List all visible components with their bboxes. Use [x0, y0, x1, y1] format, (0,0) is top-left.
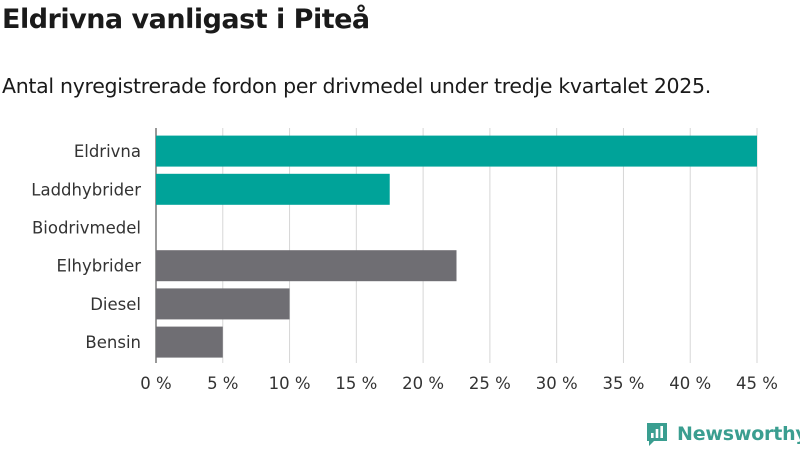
category-label: Bensin — [85, 333, 141, 352]
x-tick-label: 25 % — [469, 374, 511, 393]
x-axis-tick-labels: 0 % 5 % 10 % 15 % 20 % 25 % 30 % 35 % 40 % 45 % — [140, 374, 778, 393]
bar — [156, 250, 457, 282]
x-tick-label: 30 % — [536, 374, 578, 393]
x-tick-label: 10 % — [269, 374, 311, 393]
x-tick-label: 45 % — [736, 374, 778, 393]
bar — [156, 173, 390, 205]
bar — [156, 288, 290, 320]
logo-text: Newsworthy — [677, 423, 800, 445]
category-label: Elhybrider — [57, 257, 142, 276]
gridlines — [155, 128, 758, 363]
x-tick-label: 15 % — [335, 374, 377, 393]
category-label: Biodrivmedel — [32, 219, 141, 238]
x-tick-label: 40 % — [669, 374, 711, 393]
category-labels: Eldrivna Laddhybrider Biodrivmedel Elhybrid… — [31, 142, 141, 352]
chart-subtitle: Antal nyregistrerade fordon per drivmede… — [2, 74, 712, 98]
bar — [156, 326, 223, 358]
newsworthy-logo-icon — [647, 423, 667, 446]
category-label: Diesel — [90, 295, 141, 314]
bar — [156, 135, 757, 167]
category-label: Laddhybrider — [31, 180, 141, 199]
x-tick-label: 35 % — [602, 374, 644, 393]
x-tick-label: 20 % — [402, 374, 444, 393]
bars — [156, 135, 757, 358]
x-tick-label: 0 % — [140, 374, 171, 393]
newsworthy-logo: Newsworthy — [645, 420, 800, 448]
x-tick-label: 5 % — [207, 374, 238, 393]
chart-title: Eldrivna vanligast i Piteå — [2, 4, 370, 35]
category-label: Eldrivna — [74, 142, 141, 161]
